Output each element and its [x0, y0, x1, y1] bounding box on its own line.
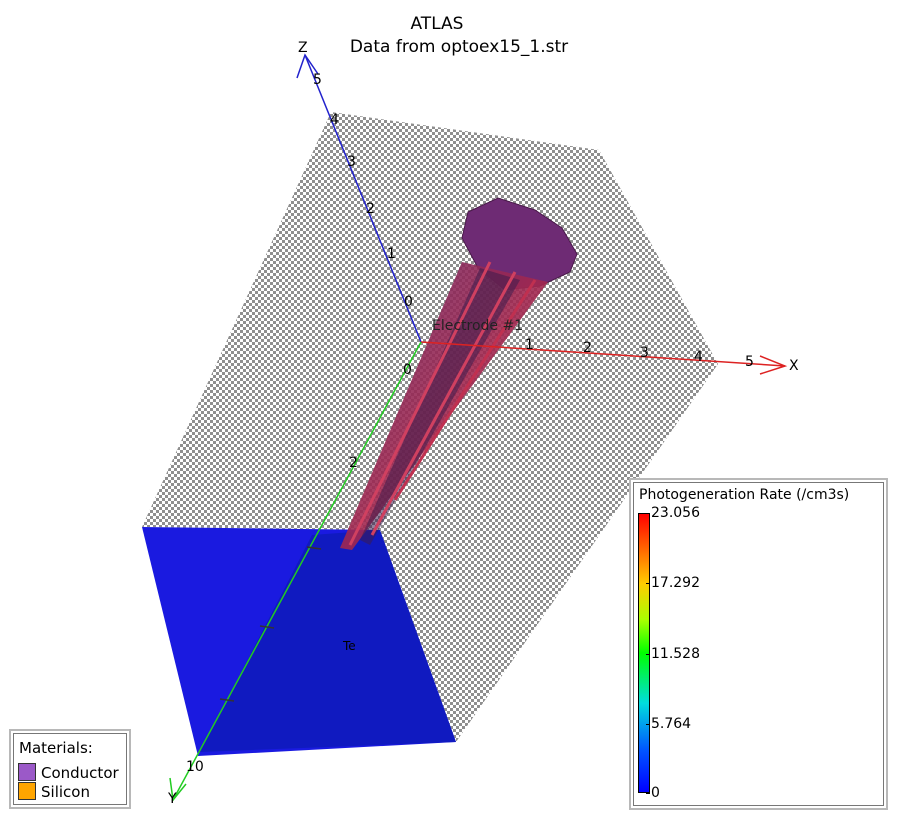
x-tick: 2: [583, 340, 592, 356]
materials-legend: Materials: Conductor Silicon: [9, 729, 131, 809]
y-tick: 0: [403, 362, 412, 378]
z-axis-label: Z: [298, 40, 308, 56]
colorbar-tick: 17.292: [646, 575, 700, 591]
silicon-swatch: [18, 782, 36, 800]
y-tick: 2: [349, 455, 358, 471]
plot-title: ATLAS: [410, 14, 464, 34]
x-tick: 4: [694, 349, 703, 365]
z-tick: 1: [387, 246, 396, 262]
y-axis-label: Y: [167, 791, 177, 807]
colorbar-title: Photogeneration Rate (/cm3s): [639, 487, 850, 503]
colorbar-tick: 5.764: [645, 716, 692, 732]
beam-streak: [370, 271, 517, 536]
colorbar-tick: 11.528: [646, 646, 700, 662]
z-tick: 0: [404, 294, 413, 310]
beam-streak: [393, 279, 537, 501]
z-axis: Z 5 4 3 2 1 0: [296, 40, 422, 343]
colorbar-gradient: [638, 513, 650, 793]
legend-item-conductor: Conductor: [18, 763, 119, 782]
silicon-label: Silicon: [41, 783, 90, 801]
inner-label: Te: [342, 639, 356, 653]
electrode-label: Electrode #1: [432, 318, 523, 334]
y-axis: Y 0 2 10: [167, 341, 422, 807]
y-tick: 10: [186, 759, 204, 775]
conductor-swatch: [18, 763, 36, 781]
plot-subtitle: Data from optoex15_1.str: [349, 37, 569, 57]
materials-legend-title: Materials:: [19, 739, 93, 757]
colorbar-legend: Photogeneration Rate (/cm3s) 23.056 17.2…: [629, 478, 888, 810]
colorbar-tick: 0: [646, 785, 660, 801]
block-blue-face-inner: [200, 530, 456, 752]
legend-item-silicon: Silicon: [18, 782, 90, 801]
z-tick: 3: [347, 154, 356, 170]
colorbar-tick: 23.056: [646, 505, 700, 521]
z-tick: 2: [366, 201, 375, 217]
x-axis: X 1 2 3 4 5: [420, 337, 799, 375]
electrode-cap: [461, 197, 578, 291]
x-tick: 3: [640, 345, 649, 361]
conductor-label: Conductor: [41, 764, 119, 782]
z-tick: 5: [313, 72, 322, 88]
beam-streak: [348, 261, 492, 546]
x-axis-label: X: [789, 358, 799, 374]
x-tick: 5: [745, 354, 754, 370]
z-tick: 4: [330, 112, 339, 128]
x-tick: 1: [525, 337, 534, 353]
